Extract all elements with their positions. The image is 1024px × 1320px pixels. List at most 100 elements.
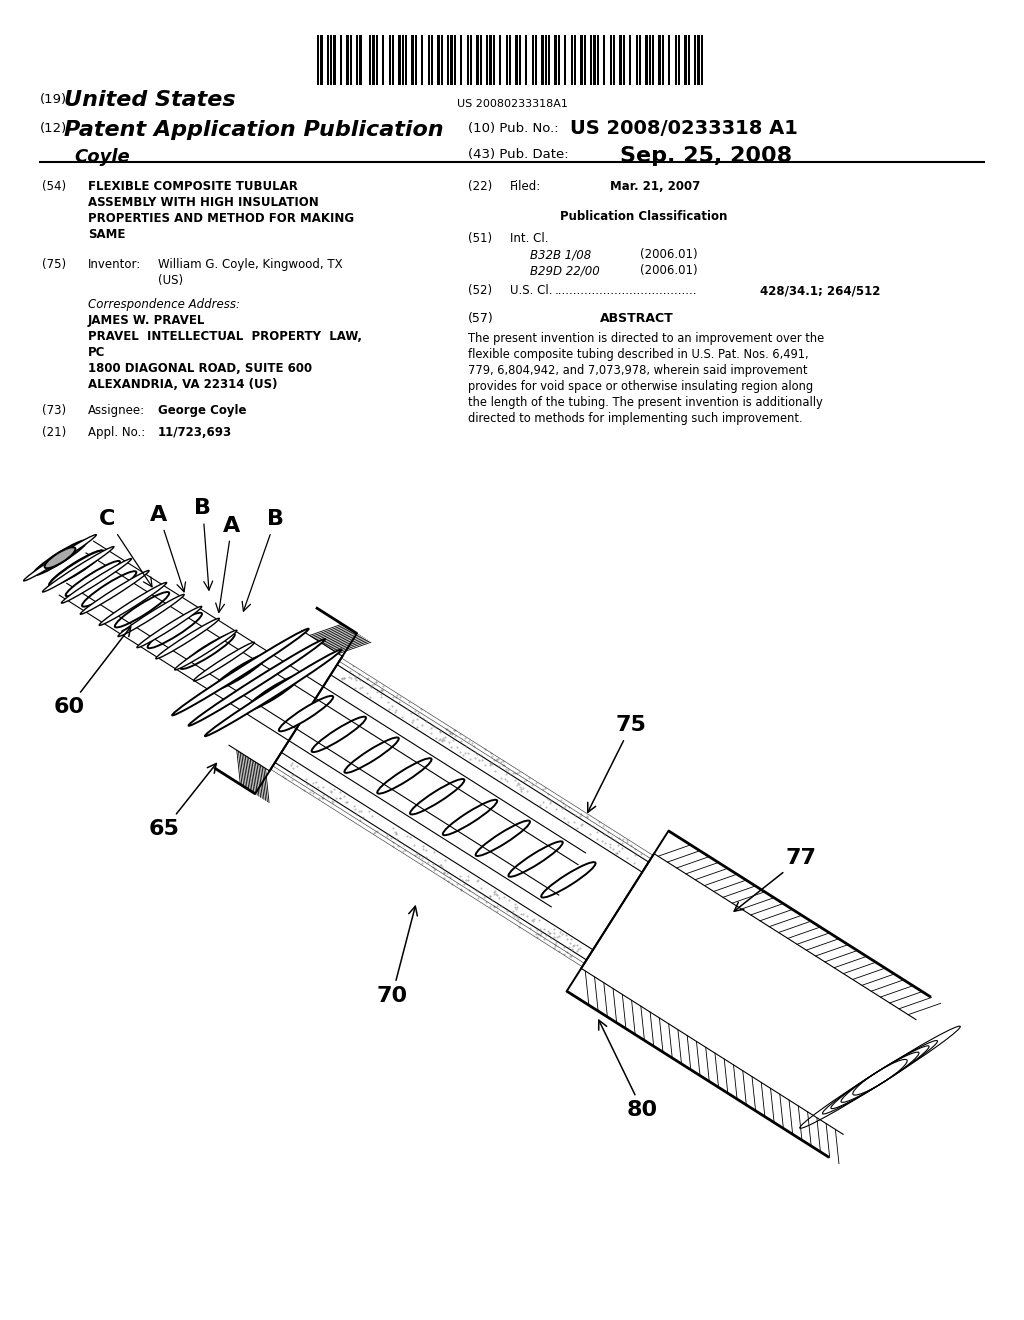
Text: (22): (22) [468,180,493,193]
Text: C: C [99,510,152,587]
Text: B29D 22/00: B29D 22/00 [530,264,600,277]
Bar [392,36,394,84]
Bar [440,36,442,84]
Ellipse shape [180,634,234,669]
Bar [479,36,481,84]
Text: PROPERTIES AND METHOD FOR MAKING: PROPERTIES AND METHOD FOR MAKING [88,213,354,224]
Text: B: B [242,510,284,611]
Ellipse shape [43,546,114,593]
Text: the length of the tubing. The present invention is additionally: the length of the tubing. The present in… [468,396,822,409]
Text: Assignee:: Assignee: [88,404,145,417]
Ellipse shape [311,717,366,752]
Bar [382,36,384,84]
Bar [327,36,329,84]
Text: Int. Cl.: Int. Cl. [510,232,549,246]
Text: B32B 1/08: B32B 1/08 [530,248,591,261]
Bar [404,36,407,84]
Ellipse shape [82,572,136,607]
Bar [470,36,472,84]
Text: Patent Application Publication: Patent Application Publication [63,120,443,140]
Ellipse shape [49,550,103,586]
Bar [645,36,647,84]
Bar [662,36,664,84]
Text: 80: 80 [599,1020,658,1121]
Text: (52): (52) [468,284,493,297]
Bar [694,36,696,84]
Ellipse shape [175,630,237,671]
Bar [603,36,605,84]
Ellipse shape [213,655,267,690]
Bar [609,36,611,84]
Text: FLEXIBLE COMPOSITE TUBULAR: FLEXIBLE COMPOSITE TUBULAR [88,180,298,193]
Bar [493,36,495,84]
Ellipse shape [442,800,498,836]
Text: 11/723,693: 11/723,693 [158,426,232,440]
Bar [700,36,702,84]
Text: (2006.01): (2006.01) [640,264,697,277]
Bar [542,36,544,84]
Bar [639,36,641,84]
Bar [570,36,572,84]
Bar [658,36,660,84]
Ellipse shape [80,570,150,614]
Bar [678,36,680,84]
Bar [531,36,534,84]
Bar [590,36,592,84]
Text: (US): (US) [158,275,183,286]
Text: Publication Classification: Publication Classification [560,210,727,223]
Text: William G. Coyle, Kingwood, TX: William G. Coyle, Kingwood, TX [158,257,343,271]
Ellipse shape [99,582,167,626]
Bar [636,36,638,84]
Ellipse shape [172,628,308,715]
Bar [697,36,699,84]
Bar [584,36,586,84]
Ellipse shape [344,738,398,774]
Text: ABSTRACT: ABSTRACT [600,312,674,325]
Ellipse shape [137,606,202,648]
Bar [398,36,400,84]
Ellipse shape [156,618,219,659]
Bar [525,36,527,84]
Text: (10) Pub. No.:: (10) Pub. No.: [468,121,559,135]
Bar [427,36,430,84]
Bar [564,36,566,84]
Text: ALEXANDRIA, VA 22314 (US): ALEXANDRIA, VA 22314 (US) [88,378,278,391]
Text: SAME: SAME [88,228,125,242]
Bar [330,36,332,84]
Ellipse shape [410,779,465,814]
Bar [376,36,378,84]
Bar [412,36,414,84]
Ellipse shape [45,548,76,569]
Ellipse shape [66,561,120,597]
Text: provides for void space or otherwise insulating region along: provides for void space or otherwise ins… [468,380,813,393]
Bar [573,36,577,84]
Bar [447,36,450,84]
Bar [651,36,654,84]
Text: (54): (54) [42,180,67,193]
Bar [437,36,439,84]
Bar [518,36,521,84]
Text: A: A [151,504,185,591]
Bar [321,36,323,84]
Bar [346,36,348,84]
Ellipse shape [61,558,131,603]
Text: 1800 DIAGONAL ROAD, SUITE 600: 1800 DIAGONAL ROAD, SUITE 600 [88,362,312,375]
Bar [388,36,391,84]
Ellipse shape [205,649,341,737]
Text: PC: PC [88,346,105,359]
Ellipse shape [508,841,563,876]
Bar [557,36,560,84]
Ellipse shape [194,643,254,681]
Bar [545,36,547,84]
Bar [421,36,423,84]
Bar [451,36,453,84]
Text: (75): (75) [42,257,67,271]
Text: 428/34.1; 264/512: 428/34.1; 264/512 [760,284,881,297]
Text: 75: 75 [588,715,646,812]
Ellipse shape [279,696,333,731]
Ellipse shape [188,639,325,726]
Ellipse shape [118,594,184,636]
Ellipse shape [542,862,596,898]
Bar [486,36,488,84]
Text: US 20080233318A1: US 20080233318A1 [457,99,567,110]
